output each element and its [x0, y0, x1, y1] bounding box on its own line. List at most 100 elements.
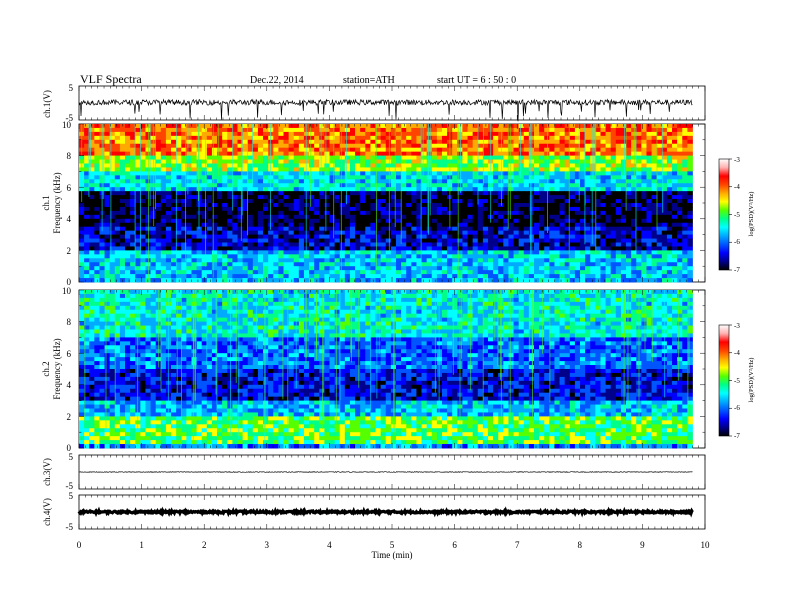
spectrogram-cell	[263, 155, 269, 160]
spectrogram-cell	[682, 230, 688, 235]
spectrogram-cell	[130, 254, 136, 259]
spectrogram-cell	[339, 179, 346, 184]
spectrogram-cell	[498, 139, 504, 145]
spectrogram-cell	[324, 147, 330, 153]
spectrogram-cell	[564, 254, 571, 259]
spectrogram-cell	[344, 131, 351, 137]
spectrogram-cell	[656, 270, 663, 275]
spectrogram-cell	[370, 163, 376, 168]
spectrogram-cell	[165, 234, 172, 239]
spectrogram-cell	[482, 135, 489, 141]
spectrogram-cell	[109, 187, 116, 192]
spectrogram-cell	[477, 143, 484, 149]
spectrogram-cell	[590, 278, 596, 283]
spectrogram-cell	[94, 187, 100, 192]
spectrogram-cell	[211, 270, 218, 275]
spectrogram-cell	[513, 250, 520, 255]
spectrogram-cell	[615, 199, 622, 204]
spectrogram-cell	[89, 262, 95, 267]
spectrogram-cell	[206, 246, 213, 251]
spectrogram-cell	[544, 159, 550, 164]
spectrogram-cell	[482, 210, 489, 216]
spectrogram-cell	[431, 187, 438, 192]
spectrogram-cell	[441, 175, 448, 180]
spectrogram-cell	[549, 195, 555, 200]
spectrogram-cell	[268, 151, 274, 156]
spectrogram-cell	[89, 254, 95, 259]
spectrogram-cell	[574, 250, 581, 255]
spectrogram-cell	[569, 234, 576, 239]
spectrogram-cell	[477, 214, 484, 220]
spectrogram-cell	[288, 143, 295, 149]
spectrogram-cell	[257, 147, 264, 153]
spectrogram-cell	[687, 171, 693, 176]
spectrogram-cell	[452, 214, 458, 220]
spectrogram-cell	[615, 214, 622, 220]
spectrogram-cell	[201, 179, 208, 184]
spectrogram-cell	[334, 226, 341, 232]
spectrogram-cell	[206, 290, 213, 295]
spectrogram-cell	[646, 159, 652, 164]
spectrogram-cell	[447, 234, 453, 239]
spectrogram-cell	[165, 203, 172, 208]
spectrogram-cell	[329, 258, 336, 263]
spectrogram-cell	[298, 210, 305, 216]
spectrogram-cell	[94, 246, 100, 251]
spectrogram-cell	[441, 214, 448, 220]
spectrogram-cell	[605, 290, 612, 295]
spectrogram-cell	[626, 206, 632, 212]
spectrogram-cell	[247, 183, 254, 188]
spectrogram-cell	[135, 278, 141, 283]
spectrogram-cell	[201, 214, 208, 220]
spectrogram-cell	[401, 214, 407, 220]
spectrogram-cell	[94, 179, 100, 184]
spectrogram-cell	[278, 143, 284, 149]
spectrogram-cell	[646, 254, 652, 259]
spectrogram-cell	[385, 139, 392, 145]
spectrogram-cell	[672, 187, 678, 192]
spectrogram-cell	[610, 262, 617, 267]
spectrogram-cell	[309, 226, 315, 232]
spectrogram-cell	[508, 218, 514, 224]
spectrogram-cell	[263, 258, 269, 263]
spectrogram-cell	[610, 210, 617, 216]
spectrogram-cell	[508, 206, 514, 212]
spectrogram-cell	[324, 187, 330, 192]
spectrogram-cell	[171, 127, 177, 133]
spectrogram-cell	[390, 155, 397, 160]
spectrogram-cell	[595, 171, 601, 176]
spectrogram-cell	[334, 135, 341, 141]
spectrogram-cell	[191, 183, 197, 188]
spectrogram-cell	[523, 199, 530, 204]
spectrogram-cell	[303, 238, 310, 243]
spectrogram-cell	[140, 290, 146, 295]
spectrogram-cell	[503, 127, 509, 133]
spectrogram-cell	[615, 187, 622, 192]
spectrogram-cell	[534, 206, 540, 212]
spectrogram-cell	[493, 218, 499, 224]
spectrogram-cell	[559, 159, 566, 164]
spectrogram-cell	[160, 175, 167, 180]
spectrogram-cell	[523, 171, 530, 176]
spectrogram-cell	[549, 258, 555, 263]
spectrogram-cell	[227, 147, 233, 153]
spectrogram-cell	[181, 234, 187, 239]
spectrogram-cell	[109, 143, 116, 149]
spectrogram-cell	[375, 171, 382, 176]
spectrogram-cell	[472, 242, 479, 247]
spectrogram-cell	[564, 206, 571, 212]
spectrogram-cell	[477, 159, 484, 164]
spectrogram-cell	[605, 226, 612, 232]
spectrogram-cell	[661, 238, 668, 243]
spectrogram-cell	[672, 238, 678, 243]
spectrogram-cell	[661, 151, 668, 156]
spectrogram-cell	[528, 278, 535, 283]
spectrogram-cell	[155, 187, 162, 192]
spectrogram-cell	[585, 210, 591, 216]
spectrogram-cell	[171, 159, 177, 164]
spectrogram-cell	[165, 199, 172, 204]
spectrogram-cell	[569, 151, 576, 156]
spectrogram-cell	[534, 199, 540, 204]
spectrogram-cell	[436, 203, 443, 208]
spectrogram-cell	[569, 159, 576, 164]
